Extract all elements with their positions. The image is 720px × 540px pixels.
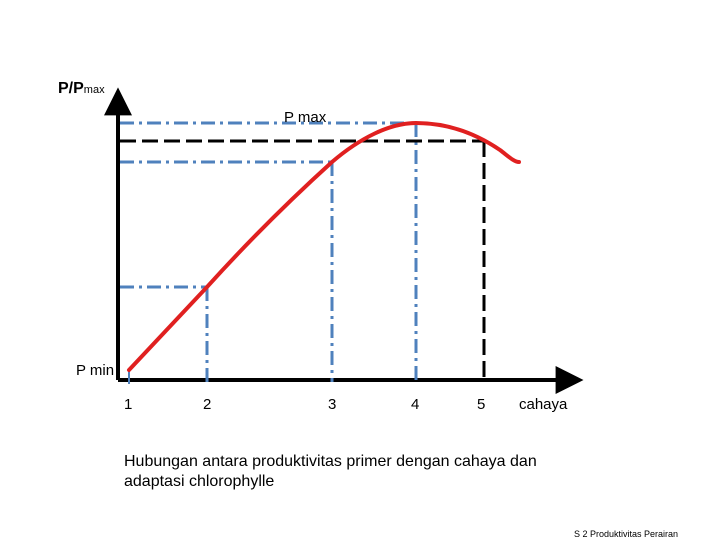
p-max-label: P max [284,109,327,126]
x-axis-label: cahaya [519,396,568,413]
response-curve [127,120,521,372]
footer-text: S 2 Produktivitas Perairan [573,529,678,539]
blue-guides [120,121,418,382]
p-min-label: P min [76,362,115,379]
black-guides [120,139,486,382]
tick-label-2: 2 [203,396,212,413]
tick-label-5: 5 [477,396,486,413]
tick-label-1: 1 [124,396,133,413]
caption: Hubungan antara produktivitas primer den… [124,453,537,490]
y-axis-label: P/Pmax [58,80,105,97]
tick-label-4: 4 [411,396,420,413]
tick-label-3: 3 [328,396,337,413]
